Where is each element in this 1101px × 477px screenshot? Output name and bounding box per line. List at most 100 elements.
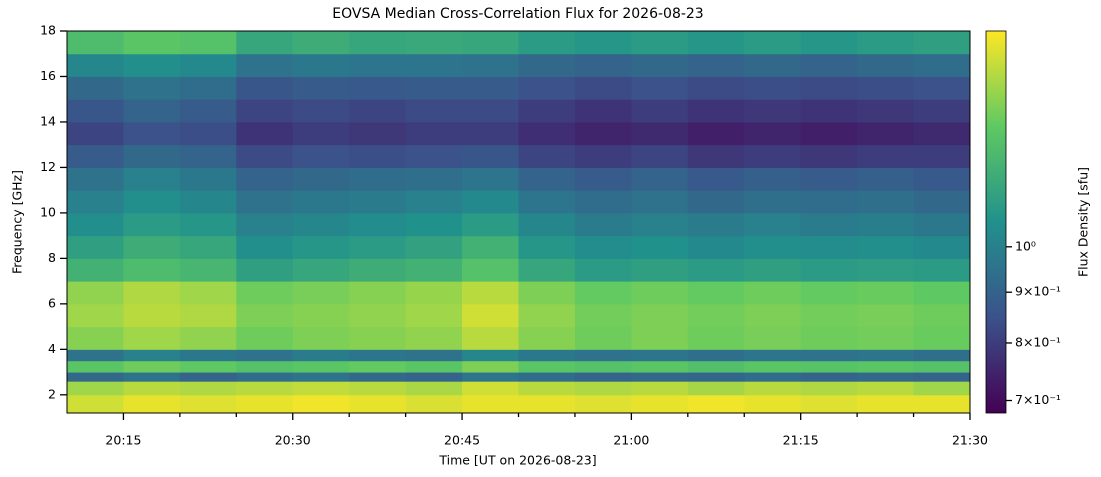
heatmap-cell [236,212,294,237]
heatmap-cell [800,212,858,237]
heatmap-cell [292,258,350,282]
heatmap-cell [687,394,745,414]
heatmap-cell [687,144,745,168]
heatmap-cell [462,167,519,191]
heatmap-cell [631,349,689,362]
heatmap-cell [687,190,745,214]
heatmap-cell [744,258,802,282]
heatmap-cell [574,144,632,168]
heatmap-cell [67,281,124,305]
heatmap-cell [574,372,632,382]
heatmap-cell [179,76,237,100]
heatmap-cell [67,99,124,123]
heatmap-cell [744,381,802,396]
heatmap-cell [292,76,350,100]
heatmap-cell [574,53,632,77]
heatmap-cell [857,235,915,259]
heatmap-cell [518,144,576,168]
y-tick-label: 8 [48,250,56,265]
y-tick-label: 10 [40,204,56,219]
heatmap-cell [518,372,576,382]
x-axis-label: Time [UT on 2026-08-23] [438,453,596,468]
heatmap-cell [631,99,689,123]
y-tick-label: 14 [40,113,56,128]
heatmap-cell [631,381,689,396]
heatmap-cell [236,235,294,259]
heatmap-cell [800,144,858,168]
heatmap-cell [67,235,124,259]
heatmap-cell [462,394,519,414]
heatmap-cell [913,212,971,237]
heatmap-cell [123,167,181,191]
heatmap-cell [687,303,745,328]
heatmap-cell [800,258,858,282]
heatmap-cell [687,212,745,237]
heatmap-cell [800,381,858,396]
heatmap-cell [462,190,519,214]
x-tick-label: 20:15 [105,433,141,448]
heatmap-cell [179,372,237,382]
heatmap-cell [67,394,124,414]
heatmap-cell [913,121,971,146]
heatmap-cell [462,258,519,282]
heatmap-cell [405,381,463,396]
heatmap-cell [744,303,802,328]
heatmap-cell [123,99,181,123]
heatmap-cell [349,281,407,305]
colorbar-tick-label: 9×10⁻¹ [1015,284,1061,299]
heatmap-cell [67,303,124,328]
heatmap-cell [67,53,124,77]
heatmap-cell [857,144,915,168]
heatmap-cell [857,121,915,146]
heatmap-cell [179,99,237,123]
heatmap-cell [67,31,124,55]
x-tick-label: 21:15 [783,433,819,448]
heatmap-cell [800,349,858,362]
heatmap-cell [236,281,294,305]
heatmap-cell [687,258,745,282]
heatmap-cell [236,394,294,414]
heatmap-cell [574,99,632,123]
heatmap-cell [744,53,802,77]
heatmap-cell [67,144,124,168]
heatmap-cell [462,212,519,237]
heatmap-cell [744,349,802,362]
heatmap-cell [687,76,745,100]
heatmap-cell [236,190,294,214]
heatmap-cell [349,235,407,259]
y-tick-label: 4 [48,341,56,356]
heatmap-cell [518,303,576,328]
heatmap-cell [67,349,124,362]
heatmap-cell [405,349,463,362]
heatmap-cell [800,121,858,146]
heatmap-cell [687,281,745,305]
heatmap-cell [687,372,745,382]
heatmap [67,31,971,414]
heatmap-cell [179,394,237,414]
heatmap-cell [405,235,463,259]
heatmap-cell [236,326,294,350]
heatmap-cell [179,167,237,191]
heatmap-cell [574,394,632,414]
heatmap-cell [292,99,350,123]
heatmap-cell [913,360,971,373]
y-tick-label: 18 [40,23,56,38]
heatmap-cell [574,167,632,191]
heatmap-cell [349,381,407,396]
x-tick-label: 20:45 [444,433,480,448]
heatmap-cell [574,326,632,350]
heatmap-cell [744,360,802,373]
heatmap-cell [349,258,407,282]
heatmap-cell [574,258,632,282]
heatmap-cell [574,281,632,305]
heatmap-cell [631,76,689,100]
heatmap-cell [518,360,576,373]
heatmap-cell [744,394,802,414]
heatmap-cell [913,99,971,123]
heatmap-cell [349,99,407,123]
heatmap-cell [179,235,237,259]
heatmap-cell [744,190,802,214]
heatmap-cell [687,349,745,362]
heatmap-cell [744,31,802,55]
heatmap-cell [123,360,181,373]
